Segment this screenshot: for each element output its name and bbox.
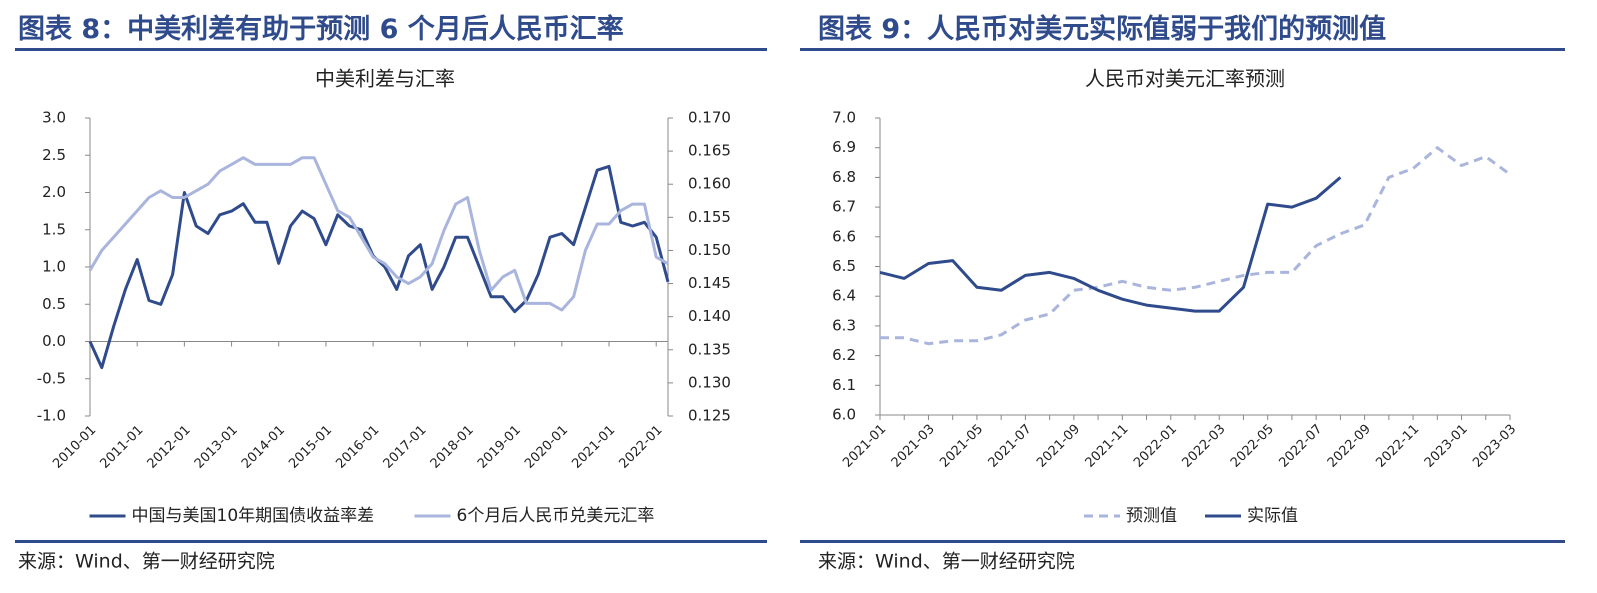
y-tick-label: 6.8 — [832, 168, 856, 186]
x-tick-label: 2021-09 — [1034, 422, 1083, 471]
x-tick-label: 2022-11 — [1373, 422, 1422, 471]
y-tick-label: 0.0 — [42, 332, 66, 350]
y-tick-label: 6.1 — [832, 376, 856, 394]
y-tick-label: 6.0 — [832, 406, 856, 424]
x-tick-label: 2010-01 — [50, 423, 99, 472]
x-tick-label: 2023-01 — [1422, 422, 1471, 471]
line-series — [880, 146, 1511, 346]
x-tick-label: 2018-01 — [428, 423, 477, 472]
y-tick-label: 7.0 — [832, 109, 856, 127]
x-tick-label: 2011-01 — [97, 423, 146, 472]
x-tick-label: 2022-01 — [616, 423, 665, 472]
y-tick-label: -1.0 — [37, 407, 66, 425]
x-tick-label: 2021-03 — [889, 422, 938, 471]
y2-tick-label: 0.165 — [688, 142, 731, 160]
x-tick-label: 2022-07 — [1276, 422, 1325, 471]
figure-title: 图表 8：中美利差有助于预测 6 个月后人民币汇率 — [18, 13, 624, 45]
x-tick-label: 2021-01 — [569, 423, 618, 472]
x-tick-label: 2016-01 — [333, 423, 382, 472]
legend-label: 预测值 — [1126, 506, 1177, 526]
y-tick-label: 6.3 — [832, 316, 856, 334]
title-rule — [15, 48, 767, 51]
x-tick-label: 2017-01 — [381, 423, 430, 472]
y2-tick-label: 0.155 — [688, 208, 731, 226]
y-tick-label: 1.5 — [42, 220, 66, 238]
chart-title: 人民币对美元汇率预测 — [1085, 67, 1285, 91]
y-tick-label: 0.5 — [42, 295, 66, 313]
y-tick-label: 6.2 — [832, 346, 856, 364]
chart-title: 中美利差与汇率 — [315, 67, 455, 91]
line-series — [88, 156, 669, 312]
y2-tick-label: 0.130 — [688, 373, 731, 391]
x-tick-label: 2022-03 — [1180, 422, 1229, 471]
y-tick-label: 3.0 — [42, 109, 66, 127]
x-tick-label: 2014-01 — [239, 423, 288, 472]
legend-label: 中国与美国10年期国债收益率差 — [132, 506, 375, 526]
source: 来源：Wind、第一财经研究院 — [18, 551, 275, 573]
y-tick-label: 2.0 — [42, 183, 66, 201]
x-tick-label: 2020-01 — [522, 423, 571, 472]
source-rule — [15, 540, 767, 543]
y2-tick-label: 0.150 — [688, 241, 731, 259]
y-tick-label: 6.5 — [832, 257, 856, 275]
x-tick-label: 2022-01 — [1131, 422, 1180, 471]
title-rule — [800, 48, 1565, 51]
y2-tick-label: 0.145 — [688, 274, 731, 292]
y2-tick-label: 0.135 — [688, 340, 731, 358]
x-tick-label: 2021-01 — [840, 422, 889, 471]
x-tick-label: 2015-01 — [286, 423, 335, 472]
y-tick-label: -0.5 — [37, 369, 66, 387]
source-rule — [800, 540, 1565, 543]
y-tick-label: 6.7 — [832, 198, 856, 216]
y2-tick-label: 0.125 — [688, 407, 731, 425]
source: 来源：Wind、第一财经研究院 — [818, 551, 1075, 573]
x-tick-label: 2013-01 — [192, 423, 241, 472]
y-tick-label: 2.5 — [42, 146, 66, 164]
x-tick-label: 2022-09 — [1325, 422, 1374, 471]
x-tick-label: 2021-05 — [937, 422, 986, 471]
y2-tick-label: 0.140 — [688, 307, 731, 325]
x-tick-label: 2021-11 — [1083, 422, 1132, 471]
y-tick-label: 6.4 — [832, 287, 856, 305]
legend-label: 6个月后人民币兑美元汇率 — [457, 506, 655, 526]
y-tick-label: 6.6 — [832, 227, 856, 245]
y-tick-label: 1.0 — [42, 258, 66, 276]
x-tick-label: 2012-01 — [145, 423, 194, 472]
legend-label: 实际值 — [1247, 506, 1298, 526]
line-series — [879, 176, 1342, 313]
y-tick-label: 6.9 — [832, 138, 856, 156]
figure-title: 图表 9：人民币对美元实际值弱于我们的预测值 — [818, 13, 1386, 45]
y2-tick-label: 0.160 — [688, 175, 731, 193]
x-tick-label: 2021-07 — [986, 422, 1035, 471]
x-tick-label: 2022-05 — [1228, 422, 1277, 471]
x-tick-label: 2019-01 — [475, 423, 524, 472]
y2-tick-label: 0.170 — [688, 109, 731, 127]
x-tick-label: 2023-03 — [1470, 422, 1519, 471]
